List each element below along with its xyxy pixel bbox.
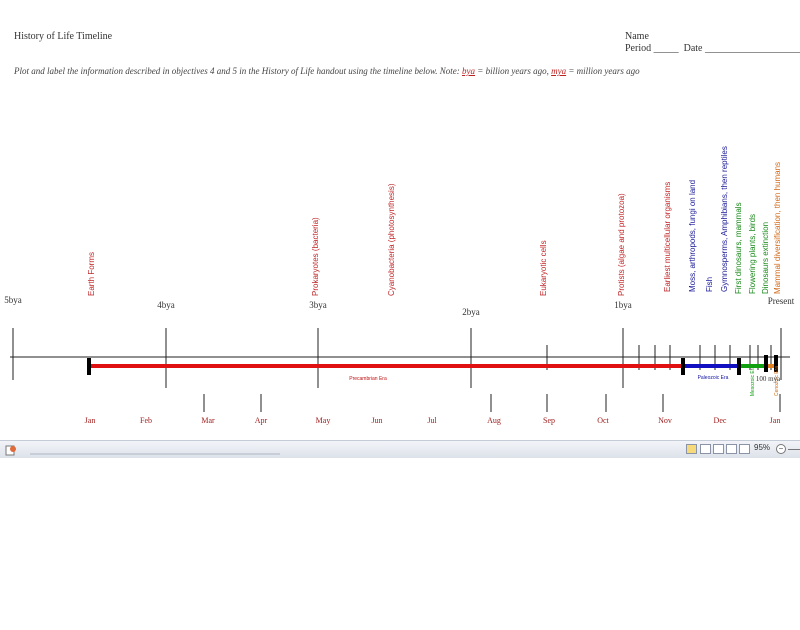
event-label: Earth Forms (87, 251, 96, 296)
small-label: 100 mya (756, 375, 781, 383)
status-divider (30, 453, 280, 455)
era-boundary (764, 355, 768, 372)
event-label: Cyanobacteria (photosynthesis) (387, 183, 396, 296)
bya-definition: = billion years ago, (475, 66, 549, 76)
era-boundary (681, 358, 685, 375)
precambrian-era-bar (89, 364, 683, 368)
draft-view-icon[interactable] (739, 444, 750, 454)
month-label: Nov (658, 416, 672, 425)
zoom-out-icon[interactable]: − (776, 444, 786, 454)
date-label: Date ____________________ (683, 43, 800, 54)
event-label: Fish (705, 276, 714, 292)
zoom-slider[interactable] (788, 449, 800, 450)
month-label: Sep (543, 416, 555, 425)
month-label: Jul (427, 416, 437, 425)
paleozoic-era-bar (683, 364, 739, 368)
name-label: Name (625, 31, 649, 42)
timeline-graphic: Precambrian Era Paleozoic Era Mesozoic E… (10, 328, 790, 412)
mya-definition: = million years ago (566, 66, 640, 76)
event-label: Eukaryotic cells (539, 240, 548, 296)
web-layout-view-icon[interactable] (713, 444, 724, 454)
era-boundary (87, 358, 91, 375)
era-boundary (774, 355, 778, 372)
month-label: May (315, 416, 331, 425)
timeline-label-3bya: 3bya (309, 300, 327, 310)
month-label: Oct (597, 416, 609, 425)
era-boundary (737, 358, 741, 375)
zoom-level[interactable]: 95% (754, 443, 771, 452)
outline-view-icon[interactable] (726, 444, 737, 454)
month-label: Dec (713, 416, 727, 425)
event-label: Moss, arthropods, fungi on land (688, 179, 697, 292)
precambrian-era-label: Precambrian Era (349, 376, 387, 382)
cenozoic-era-bar (766, 364, 776, 368)
event-label: Earliest multicellular organisms (663, 181, 672, 292)
event-label: Gymnosperms, Amphibians, then reptiles (720, 146, 729, 292)
event-label: Protists (algae and protozoa) (617, 193, 626, 296)
month-label: Feb (140, 416, 152, 425)
period-label: Period _____ (625, 43, 679, 54)
event-label: Prokaryotes (bacteria) (311, 217, 320, 296)
event-label: Dinosaurs extinction (761, 221, 770, 294)
timeline-label-5bya: 5bya (4, 295, 22, 305)
month-label: Aug (487, 416, 501, 425)
mya-abbrev: mya (551, 66, 567, 76)
timeline-label-4bya: 4bya (157, 300, 175, 310)
bya-abbrev: bya (462, 66, 476, 76)
instructions-text: Plot and label the information described… (14, 66, 460, 76)
timeline-label-1bya: 1bya (614, 300, 632, 310)
cenozoic-era-label: Cenozoic Era (774, 366, 780, 396)
period-date-line: Period _____ Date ____________________ (625, 43, 800, 54)
print-layout-view-icon[interactable] (686, 444, 697, 454)
status-bar: 95% − (0, 440, 800, 458)
document-check-icon[interactable] (5, 443, 17, 456)
mesozoic-era-bar (739, 364, 766, 368)
event-label: First dinosaurs, mammals (734, 202, 743, 294)
timeline-label-2bya: 2bya (462, 307, 480, 317)
month-label: Jan (84, 416, 96, 425)
event-label: Flowering plants, birds (748, 213, 757, 294)
month-label: Apr (254, 416, 268, 425)
month-label: Jun (371, 416, 383, 425)
paleozoic-era-label: Paleozoic Era (698, 375, 729, 381)
month-label: Jan (769, 416, 781, 425)
mesozoic-era-label: Mesozoic Era (750, 366, 756, 397)
event-label: Mammal diversification, then humans (773, 161, 782, 294)
instructions: Plot and label the information described… (14, 66, 640, 76)
timeline-label-present: Present (767, 296, 795, 306)
document-title: History of Life Timeline (14, 31, 113, 42)
full-screen-view-icon[interactable] (700, 444, 711, 454)
month-label: Mar (201, 416, 215, 425)
